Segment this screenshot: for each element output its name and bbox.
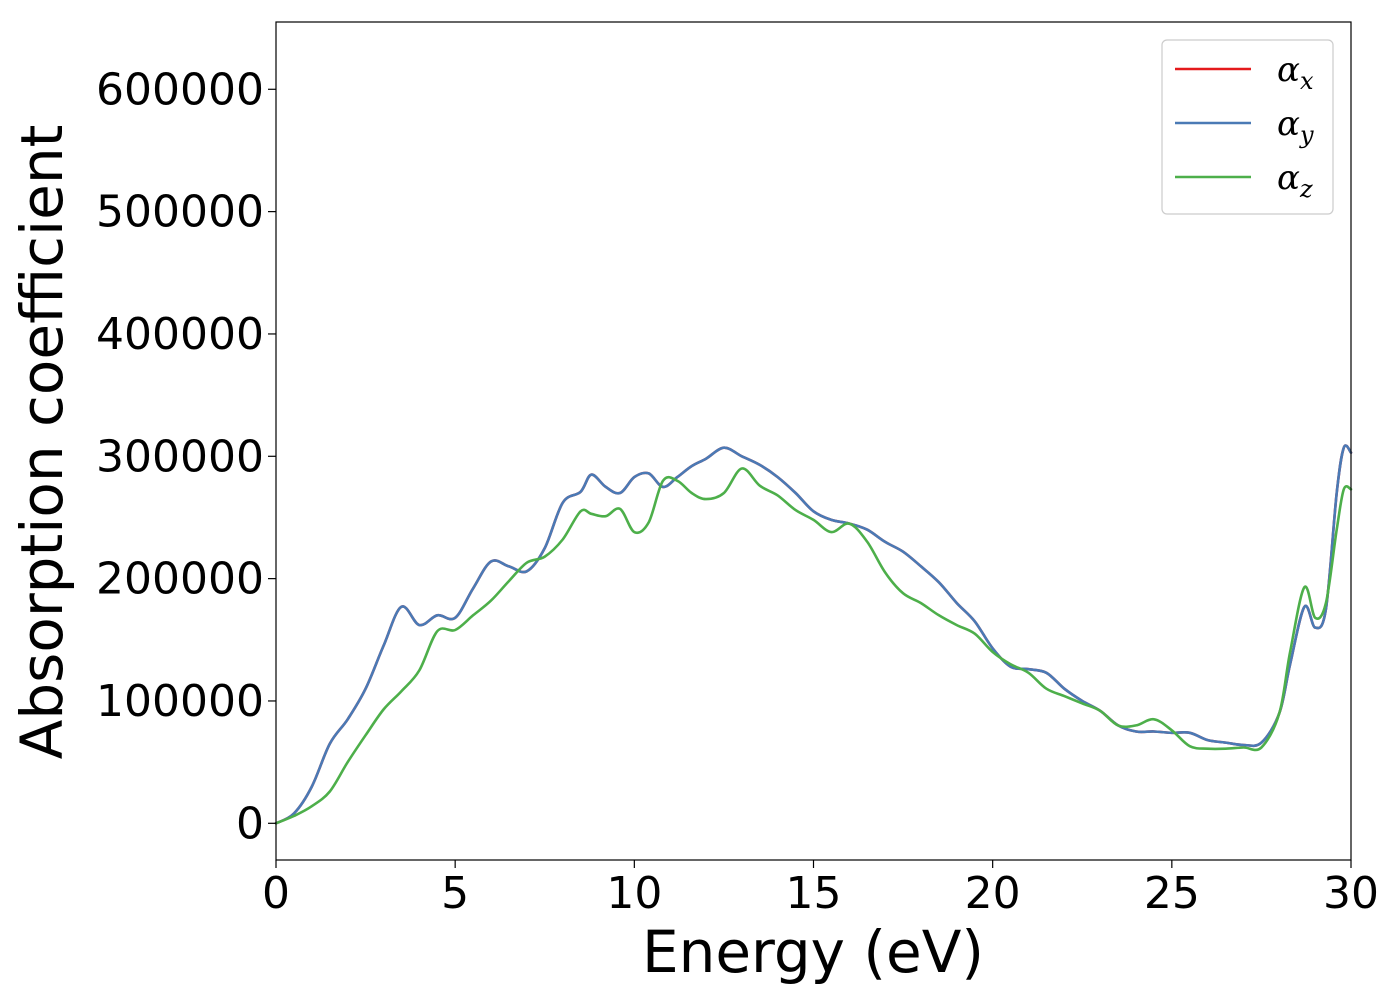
y-tick-label: 400000 [96,309,264,360]
y-tick-label: 300000 [96,431,264,482]
legend-label-y: αy [1277,104,1314,149]
x-axis-ticks: 0 5 10 15 20 25 30 [262,860,1379,919]
series-layer [274,444,1353,825]
series-line-y [274,444,1353,825]
y-tick-label: 0 [236,798,264,849]
x-tick-label: 25 [1144,868,1200,919]
y-tick-label: 600000 [96,64,264,115]
x-tick-label: 0 [262,868,290,919]
y-axis-label: Absorption coefficient [8,125,76,760]
legend: αx αy αz [1161,39,1334,215]
y-tick-label: 500000 [96,187,264,238]
x-axis-label: Energy (eV) [642,918,984,986]
x-tick-label: 10 [606,868,662,919]
y-tick-label: 200000 [96,554,264,605]
x-tick-label: 15 [786,868,842,919]
legend-frame [1161,39,1334,215]
legend-label-x: αx [1277,50,1314,95]
y-tick-label: 100000 [96,676,264,727]
x-tick-label: 30 [1323,868,1379,919]
x-tick-label: 20 [965,868,1021,919]
y-axis-ticks: 0 100000 200000 300000 400000 500000 600000 [96,64,276,849]
x-tick-label: 5 [441,868,469,919]
legend-label-z: αz [1277,158,1313,203]
series-line-z [274,467,1353,825]
